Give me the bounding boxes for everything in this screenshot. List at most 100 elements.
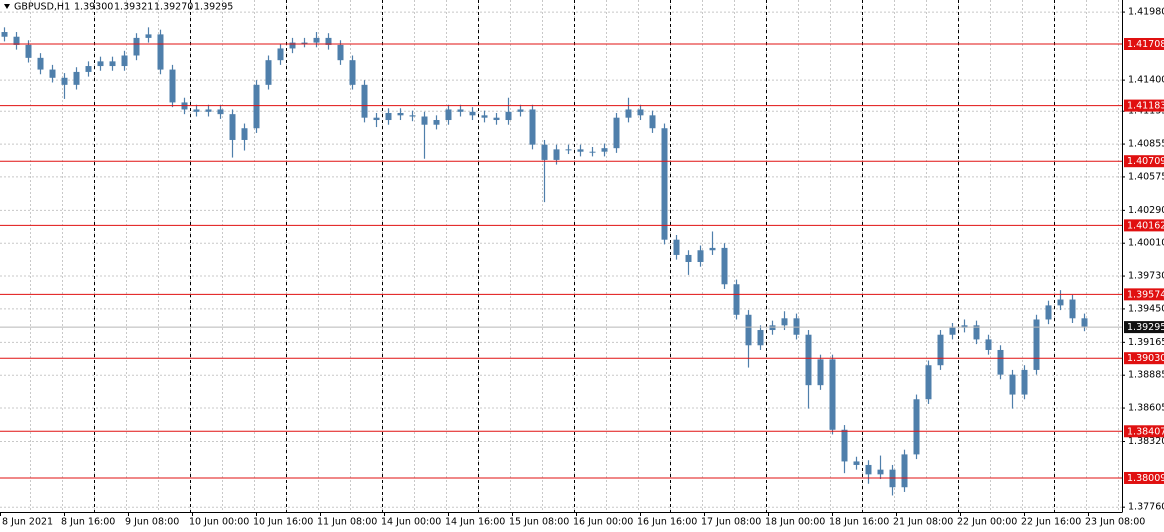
x-tick-label: 10 Jun 00:00 xyxy=(189,517,249,528)
candle-body xyxy=(937,334,944,366)
axes: 1.419801.414001.411351.408551.405751.402… xyxy=(0,7,1164,528)
candle-body xyxy=(709,247,716,251)
level-label: 1.39574 xyxy=(1127,289,1164,300)
level-label: 1.41708 xyxy=(1127,39,1164,50)
level-label: 1.41183 xyxy=(1127,101,1164,112)
candle-body xyxy=(217,109,224,115)
candle-body xyxy=(1045,305,1052,320)
candle-body xyxy=(325,37,332,45)
candle-body xyxy=(565,149,572,151)
plot xyxy=(0,27,1122,496)
candle-body xyxy=(193,109,200,112)
level-box xyxy=(1124,37,1164,50)
candle-body xyxy=(961,325,968,328)
candle-body xyxy=(25,44,32,58)
y-tick-label: 1.40010 xyxy=(1128,238,1164,249)
level-label: 1.40709 xyxy=(1127,156,1164,167)
ohlc-header: 1.39300 1.39321 1.39270 1.39295 xyxy=(74,2,233,13)
candle-body xyxy=(37,57,44,70)
candle-body xyxy=(661,128,668,240)
candle-body xyxy=(481,115,488,118)
candle-body xyxy=(817,359,824,386)
level-label: 1.38407 xyxy=(1127,426,1164,437)
level-label: 1.39030 xyxy=(1127,353,1164,364)
header-value: 1.39321 xyxy=(114,2,153,13)
candle-body xyxy=(841,429,848,462)
x-tick-label: 11 Jun 08:00 xyxy=(317,517,377,528)
y-tick-label: 1.40855 xyxy=(1128,139,1164,150)
candle-body xyxy=(397,112,404,116)
header-value: 1.39270 xyxy=(154,2,193,13)
candle-body xyxy=(913,399,920,455)
y-tick-label: 1.38605 xyxy=(1128,403,1164,414)
x-tick-label: 17 Jun 08:00 xyxy=(701,517,761,528)
candle-body xyxy=(733,284,740,315)
x-tick-label: 15 Jun 08:00 xyxy=(509,517,569,528)
candle-body xyxy=(793,318,800,335)
candle-body xyxy=(697,250,704,262)
candle-body xyxy=(745,314,752,346)
level-box xyxy=(1124,155,1164,168)
x-tick-label: 22 Jun 16:00 xyxy=(1021,517,1081,528)
candle-body xyxy=(313,37,320,43)
x-tick-label: 18 Jun 00:00 xyxy=(765,517,825,528)
candle-body xyxy=(949,327,956,335)
x-tick-label: 10 Jun 16:00 xyxy=(253,517,313,528)
candle-body xyxy=(337,44,344,61)
candle-body xyxy=(613,117,620,149)
candle-body xyxy=(685,254,692,262)
x-tick-label: 16 Jun 00:00 xyxy=(573,517,633,528)
y-tick-label: 1.38885 xyxy=(1128,370,1164,381)
candle-body xyxy=(109,61,116,67)
candle-body xyxy=(349,60,356,85)
candle-body xyxy=(985,339,992,350)
x-tick-label: 23 Jun 08:00 xyxy=(1085,517,1145,528)
candle-body xyxy=(145,34,152,38)
candle-body xyxy=(361,84,368,118)
candle-body xyxy=(1009,374,1016,395)
candle-body xyxy=(13,36,20,45)
candle-body xyxy=(721,247,728,285)
candle-body xyxy=(433,120,440,125)
candle-body xyxy=(97,61,104,67)
header-value: 1.39295 xyxy=(194,2,233,13)
candle-body xyxy=(49,69,56,78)
candle-body xyxy=(901,454,908,488)
candle-body xyxy=(517,109,524,112)
y-tick-label: 1.39730 xyxy=(1128,271,1164,282)
header-value: 1.39300 xyxy=(74,2,113,13)
y-tick-label: 1.41980 xyxy=(1128,7,1164,18)
level-box xyxy=(1124,471,1164,484)
y-tick-label: 1.38320 xyxy=(1128,436,1164,447)
candle-body xyxy=(553,149,560,160)
candle-body xyxy=(1021,369,1028,395)
candle-body xyxy=(493,117,500,121)
current-price-box xyxy=(1124,321,1164,334)
candle-body xyxy=(673,239,680,255)
x-tick-label: 16 Jun 16:00 xyxy=(637,517,697,528)
candle-body xyxy=(61,77,68,85)
candle-body xyxy=(457,109,464,112)
candle-body xyxy=(289,42,296,49)
candle-body xyxy=(865,464,872,475)
y-tick-label: 1.39165 xyxy=(1128,337,1164,348)
candle-body xyxy=(73,71,80,85)
candle-body xyxy=(805,334,812,386)
current-price-label: 1.39295 xyxy=(1127,322,1164,333)
candle-body xyxy=(877,469,884,475)
candle-body xyxy=(253,84,260,129)
level-label: 1.38009 xyxy=(1127,473,1164,484)
symbol: GBPUSD,H1 xyxy=(14,2,70,13)
x-tick-label: 14 Jun 16:00 xyxy=(445,517,505,528)
candle-body xyxy=(769,325,776,331)
level-box xyxy=(1124,425,1164,438)
candle-body xyxy=(1057,299,1064,306)
candle-body xyxy=(529,109,536,145)
candle-body xyxy=(505,111,512,121)
x-tick-label: 8 Jun 16:00 xyxy=(61,517,115,528)
candle-body xyxy=(133,37,140,56)
y-tick-label: 1.37760 xyxy=(1128,502,1164,513)
y-tick-label: 1.39450 xyxy=(1128,303,1164,314)
candle-body xyxy=(85,66,92,72)
